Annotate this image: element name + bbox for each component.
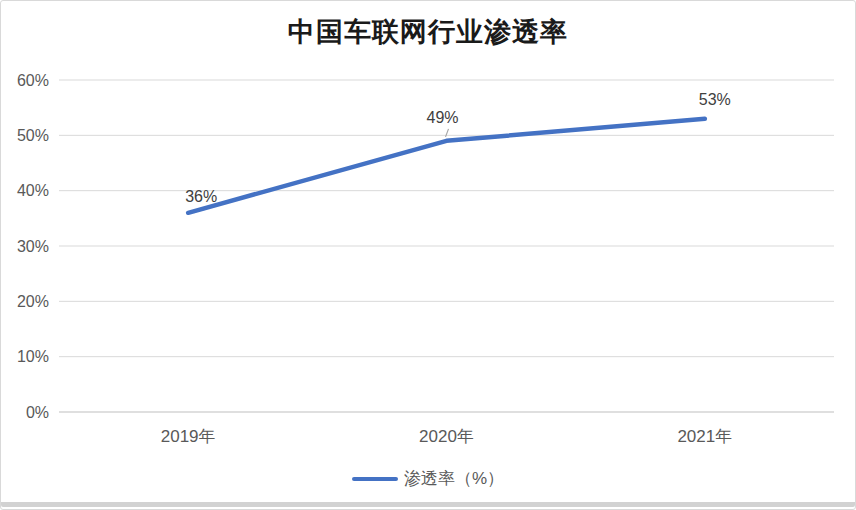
data-point-label: 53%	[699, 91, 731, 108]
x-category-label: 2019年	[161, 427, 216, 446]
line-chart-plot-area: 0% 10% 20% 30% 40% 50% 60% 2019年 2020年 2021年 36% 49…	[1, 1, 856, 510]
data-point-label: 36%	[185, 188, 217, 205]
legend-series-label: 渗透率（%）	[404, 468, 504, 490]
legend-line-swatch	[352, 477, 398, 482]
y-tick-label: 40%	[17, 182, 49, 199]
y-tick-label: 10%	[17, 348, 49, 365]
data-point-label: 49%	[426, 109, 458, 126]
legend: 渗透率（%）	[1, 468, 855, 490]
y-tick-label: 20%	[17, 293, 49, 310]
y-tick-label: 30%	[17, 238, 49, 255]
y-tick-label: 60%	[17, 72, 49, 89]
y-tick-label: 0%	[26, 404, 49, 421]
window-bottom-shadow	[1, 502, 855, 507]
y-tick-label: 50%	[17, 127, 49, 144]
chart-window: 中国车联网行业渗透率 0%10%20%30%40%50%60%2019年2020…	[0, 0, 856, 510]
x-category-label: 2021年	[677, 427, 732, 446]
x-category-label: 2020年	[419, 427, 474, 446]
